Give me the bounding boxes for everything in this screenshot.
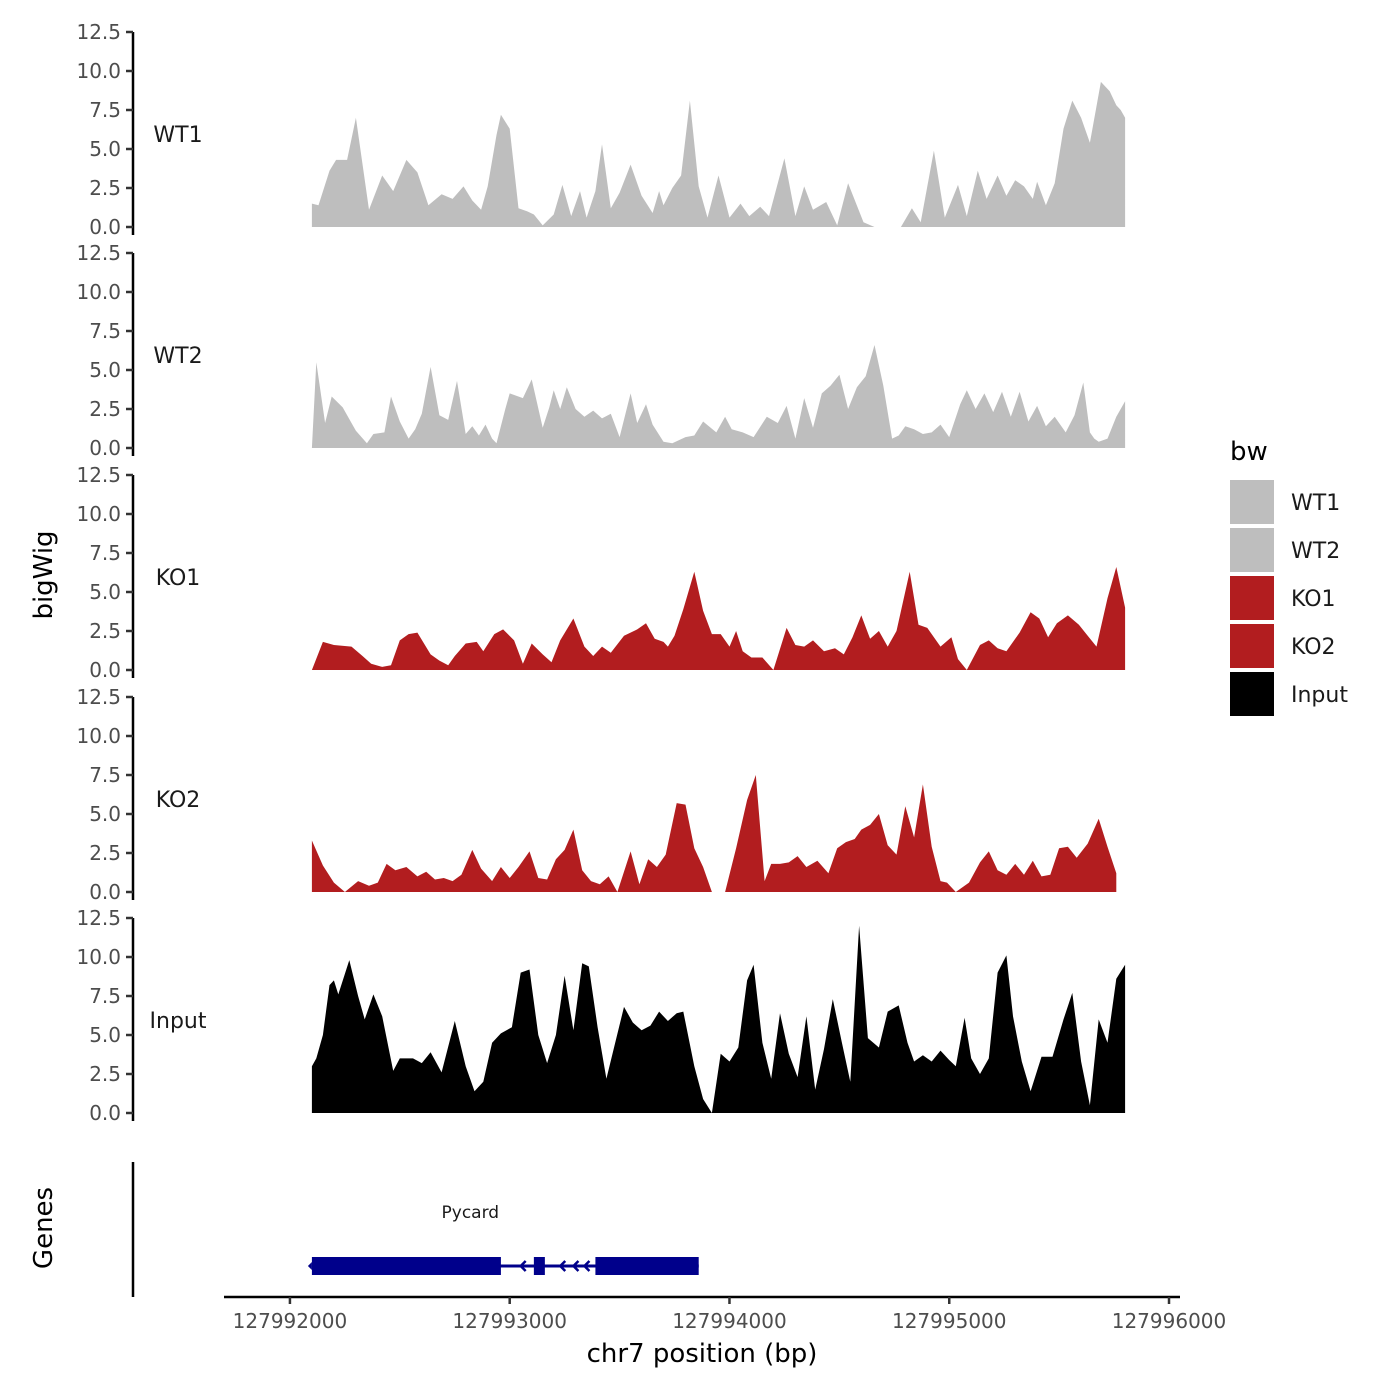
y-tick-label-wt2: 7.5	[89, 319, 121, 343]
gene-tss-marker	[307, 1262, 312, 1270]
y-tick-label-ko2: 12.5	[76, 685, 121, 709]
gene-name-label: Pycard	[442, 1203, 500, 1223]
track-label-wt2: WT2	[153, 344, 202, 369]
legend-label: KO2	[1291, 635, 1336, 660]
y-tick-label-input: 5.0	[89, 1023, 121, 1047]
gene-exon	[311, 1257, 501, 1275]
legend-swatch	[1230, 672, 1274, 716]
y-tick-label-wt2: 2.5	[89, 397, 121, 421]
signal-tracks: 0.0 2.5 5.0 7.5 10.0 12.5 WT1 0.0 2.5 5.0 7.5 10.0 1…	[76, 20, 1126, 1125]
y-axis-title: bigWig	[29, 530, 59, 619]
gene-pycard: Pycard	[307, 1203, 699, 1275]
genes-track-title: Genes	[29, 1187, 59, 1269]
y-tick-label-ko2: 5.0	[89, 802, 121, 826]
y-tick-label-ko1: 7.5	[89, 541, 121, 565]
legend-item-wt1: WT1	[1230, 480, 1340, 524]
y-tick-label-wt2: 5.0	[89, 358, 121, 382]
legend-label: WT2	[1291, 539, 1340, 564]
track-wt1: 0.0 2.5 5.0 7.5 10.0 12.5 WT1	[76, 20, 1126, 239]
area-input	[311, 925, 1126, 1113]
x-tick-label: 127994000	[672, 1309, 787, 1333]
y-tick-label-wt2: 10.0	[76, 280, 121, 304]
y-tick-label-input: 2.5	[89, 1062, 121, 1086]
y-tick-label-ko2: 10.0	[76, 724, 121, 748]
track-label-ko2: KO2	[156, 788, 201, 813]
legend-item-ko1: KO1	[1230, 576, 1336, 620]
y-tick-label-input: 0.0	[89, 1101, 121, 1125]
gene-exon	[533, 1257, 545, 1275]
y-tick-label-ko1: 12.5	[76, 463, 121, 487]
area-ko1	[311, 567, 1126, 670]
legend-item-wt2: WT2	[1230, 528, 1340, 572]
legend: bw WT1 WT2 KO1 KO2 Input	[1230, 437, 1348, 716]
y-tick-label-ko1: 2.5	[89, 619, 121, 643]
gene-strand-arrow	[582, 1260, 591, 1272]
gene-exon	[595, 1257, 699, 1275]
gene-strand-arrow	[558, 1260, 567, 1272]
legend-item-input: Input	[1230, 672, 1348, 716]
y-tick-label-wt1: 7.5	[89, 98, 121, 122]
legend-swatch	[1230, 528, 1274, 572]
track-label-ko1: KO1	[156, 566, 201, 591]
x-tick-label: 127992000	[233, 1309, 348, 1333]
y-tick-label-ko2: 7.5	[89, 763, 121, 787]
legend-label: Input	[1291, 683, 1348, 708]
area-wt2	[311, 345, 1126, 448]
y-tick-label-ko2: 2.5	[89, 841, 121, 865]
y-tick-label-wt1: 0.0	[89, 215, 121, 239]
y-tick-label-wt1: 2.5	[89, 176, 121, 200]
x-tick-label: 127993000	[452, 1309, 567, 1333]
legend-label: KO1	[1291, 587, 1336, 612]
y-tick-label-ko1: 5.0	[89, 580, 121, 604]
x-axis-ticks: 127992000 127993000 127994000 127995000 1279…	[233, 1297, 1227, 1333]
y-tick-label-wt1: 5.0	[89, 137, 121, 161]
x-axis: 127992000 127993000 127994000 127995000 1279…	[224, 1295, 1227, 1369]
gene-models: Pycard	[307, 1203, 699, 1275]
y-tick-label-wt1: 10.0	[76, 59, 121, 83]
track-wt2: 0.0 2.5 5.0 7.5 10.0 12.5 WT2	[76, 241, 1126, 460]
x-axis-title: chr7 position (bp)	[587, 1339, 818, 1369]
track-label-wt1: WT1	[153, 123, 202, 148]
area-ko2	[311, 775, 1117, 892]
legend-swatch	[1230, 480, 1274, 524]
y-tick-label-ko1: 0.0	[89, 658, 121, 682]
gene-strand-arrow	[518, 1260, 527, 1272]
gene-strand-arrow	[571, 1260, 580, 1272]
legend-swatch	[1230, 624, 1274, 668]
legend-item-ko2: KO2	[1230, 624, 1336, 668]
track-ko2: 0.0 2.5 5.0 7.5 10.0 12.5 KO2	[76, 685, 1117, 904]
y-tick-label-wt2: 0.0	[89, 436, 121, 460]
y-tick-label-ko1: 10.0	[76, 502, 121, 526]
y-tick-label-input: 12.5	[76, 906, 121, 930]
track-input: 0.0 2.5 5.0 7.5 10.0 12.5 Input	[76, 906, 1126, 1125]
legend-swatch	[1230, 576, 1274, 620]
legend-title: bw	[1230, 437, 1268, 467]
legend-label: WT1	[1291, 491, 1340, 516]
track-label-input: Input	[150, 1009, 207, 1034]
x-tick-label: 127995000	[892, 1309, 1007, 1333]
y-tick-label-wt2: 12.5	[76, 241, 121, 265]
legend-items: WT1 WT2 KO1 KO2 Input	[1230, 480, 1348, 716]
genes-track: Genes Pycard	[29, 1162, 699, 1297]
y-tick-label-input: 10.0	[76, 945, 121, 969]
y-tick-label-ko2: 0.0	[89, 880, 121, 904]
y-tick-label-wt1: 12.5	[76, 20, 121, 44]
y-tick-label-input: 7.5	[89, 984, 121, 1008]
area-wt1	[311, 81, 1126, 228]
track-ko1: 0.0 2.5 5.0 7.5 10.0 12.5 KO1	[76, 463, 1126, 682]
x-tick-label: 127996000	[1112, 1309, 1227, 1333]
